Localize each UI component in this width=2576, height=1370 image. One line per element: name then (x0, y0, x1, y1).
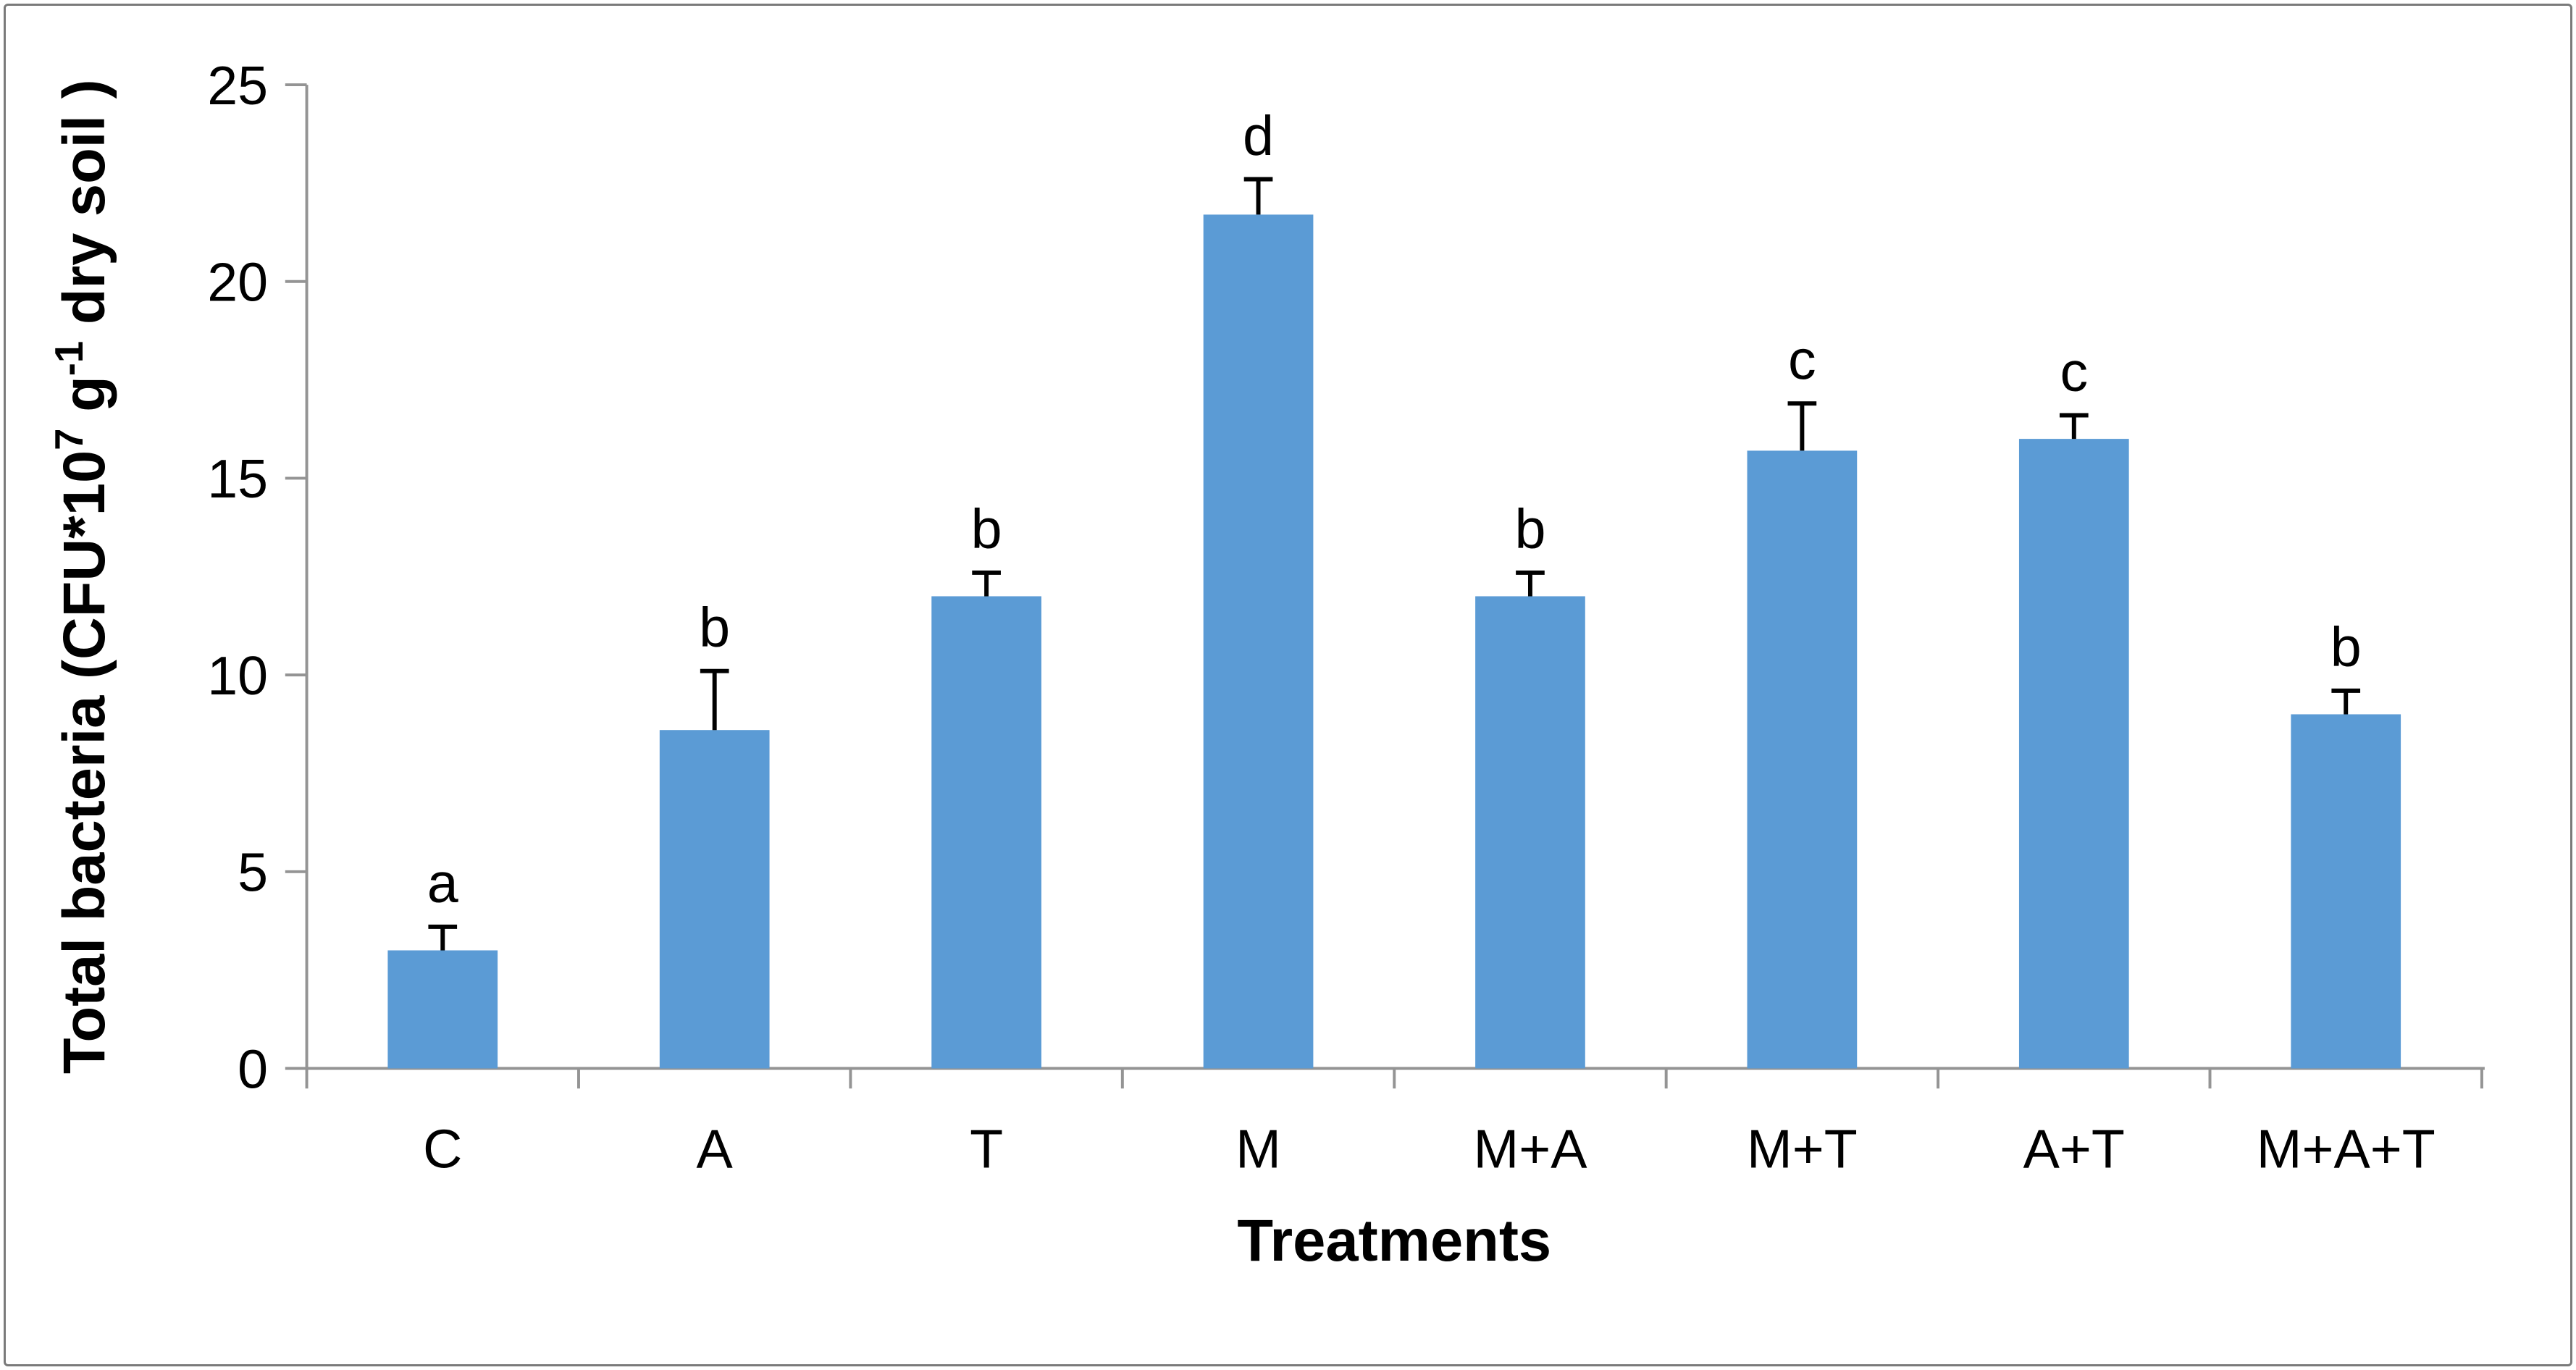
bar (387, 950, 498, 1069)
x-category-label: C (423, 1118, 462, 1179)
error-bars-layer (428, 177, 2361, 951)
y-tick-label: 10 (207, 645, 268, 706)
bar-chart-canvas: 0 5 10 15 20 25 a Cb Ab Td Mb M+A c M+T c A+T b M+A+T Trea… (47, 55, 2485, 1274)
x-category-label: M+A+T (2257, 1118, 2436, 1179)
bar (2018, 439, 2129, 1069)
significance-letter: b (1514, 498, 1545, 560)
bar (931, 596, 1041, 1069)
bar (1747, 450, 1858, 1069)
x-category-label: M (1235, 1118, 1281, 1179)
x-category-label: M+A (1473, 1118, 1587, 1179)
y-tick-label: 0 (238, 1038, 268, 1099)
y-axis-title-segment: g (51, 376, 117, 428)
x-category-label: T (970, 1118, 1003, 1179)
y-axis-title: Total bacteria (CFU*107 g-1 dry soil ) (47, 79, 117, 1074)
significance-letter: b (971, 498, 1002, 560)
bar (2291, 714, 2401, 1069)
y-tick-label: 5 (238, 842, 268, 903)
y-axis-title-segment: Total bacteria (CFU*10 (51, 450, 117, 1074)
y-tick-label: 20 (207, 252, 268, 313)
y-tick-label: 25 (207, 55, 268, 116)
y-axis-title-superscript: -1 (47, 341, 91, 376)
significance-letter: b (699, 597, 730, 659)
significance-letter: a (427, 852, 458, 915)
x-category-label: A+T (2023, 1118, 2125, 1179)
bar (659, 730, 770, 1069)
significance-letter: b (2330, 616, 2362, 678)
x-category-label: A (697, 1118, 734, 1179)
significance-letter: c (2060, 341, 2088, 403)
y-tick-label: 15 (207, 448, 268, 509)
labels-layer: 0 5 10 15 20 25 a Cb Ab Td Mb M+A c M+T c A+T b M+A+T Trea… (47, 55, 2436, 1274)
bars-layer (387, 214, 2401, 1069)
y-axis-title-superscript: 7 (47, 428, 91, 450)
x-category-label: M+T (1747, 1118, 1858, 1179)
bar (1475, 596, 1585, 1069)
y-axis-title-segment: dry soil ) (51, 79, 117, 340)
significance-letter: c (1788, 329, 1816, 391)
axes-layer (285, 83, 2485, 1089)
x-axis-title: Treatments (1237, 1208, 1551, 1274)
bar (1203, 214, 1314, 1069)
significance-letter: d (1243, 105, 1274, 167)
